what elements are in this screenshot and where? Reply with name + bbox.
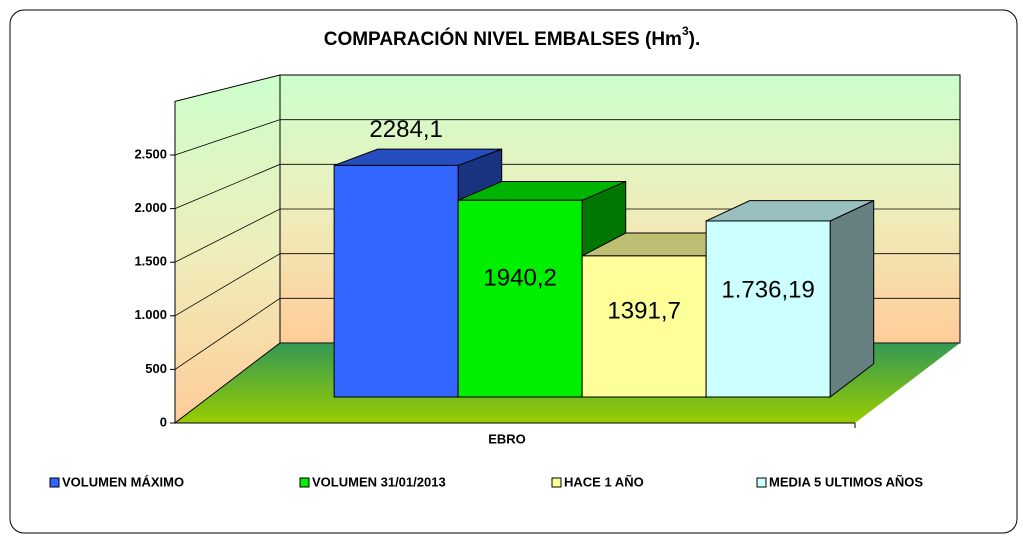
y-tick-label: 0: [160, 414, 167, 429]
bar-side: [829, 199, 875, 399]
grid-line: [174, 163, 960, 209]
bar-front: [457, 199, 583, 398]
bar-front: [705, 220, 831, 398]
y-tick-label: 2.000: [134, 200, 167, 215]
legend-swatch: [756, 477, 767, 488]
y-tick-label: 2.500: [134, 146, 167, 161]
legend-label: VOLUMEN MÁXIMO: [62, 474, 184, 489]
legend-label: HACE 1 AÑO: [564, 474, 644, 489]
grid-line: [174, 119, 960, 156]
bar-front: [333, 164, 459, 398]
legend-label: VOLUMEN 31/01/2013: [312, 474, 446, 489]
value-label: 1391,7: [607, 298, 680, 325]
value-label: 1.736,19: [721, 277, 814, 304]
y-tick-label: 500: [145, 361, 167, 376]
legend-swatch: [551, 477, 562, 488]
chart-title: COMPARACIÓN NIVEL EMBALSES (Hm3).: [324, 24, 701, 50]
legend-label: MEDIA 5 ULTIMOS AÑOS: [769, 474, 923, 489]
x-tick-label: EBRO: [488, 431, 526, 446]
bar: [705, 199, 875, 399]
value-label: 2284,1: [369, 116, 442, 143]
legend-swatch: [49, 477, 60, 488]
value-label: 1940,2: [483, 264, 556, 291]
y-tick-label: 1.000: [134, 307, 167, 322]
y-tick-label: 1.500: [134, 254, 167, 269]
legend-swatch: [299, 477, 310, 488]
bar-front: [581, 255, 707, 398]
